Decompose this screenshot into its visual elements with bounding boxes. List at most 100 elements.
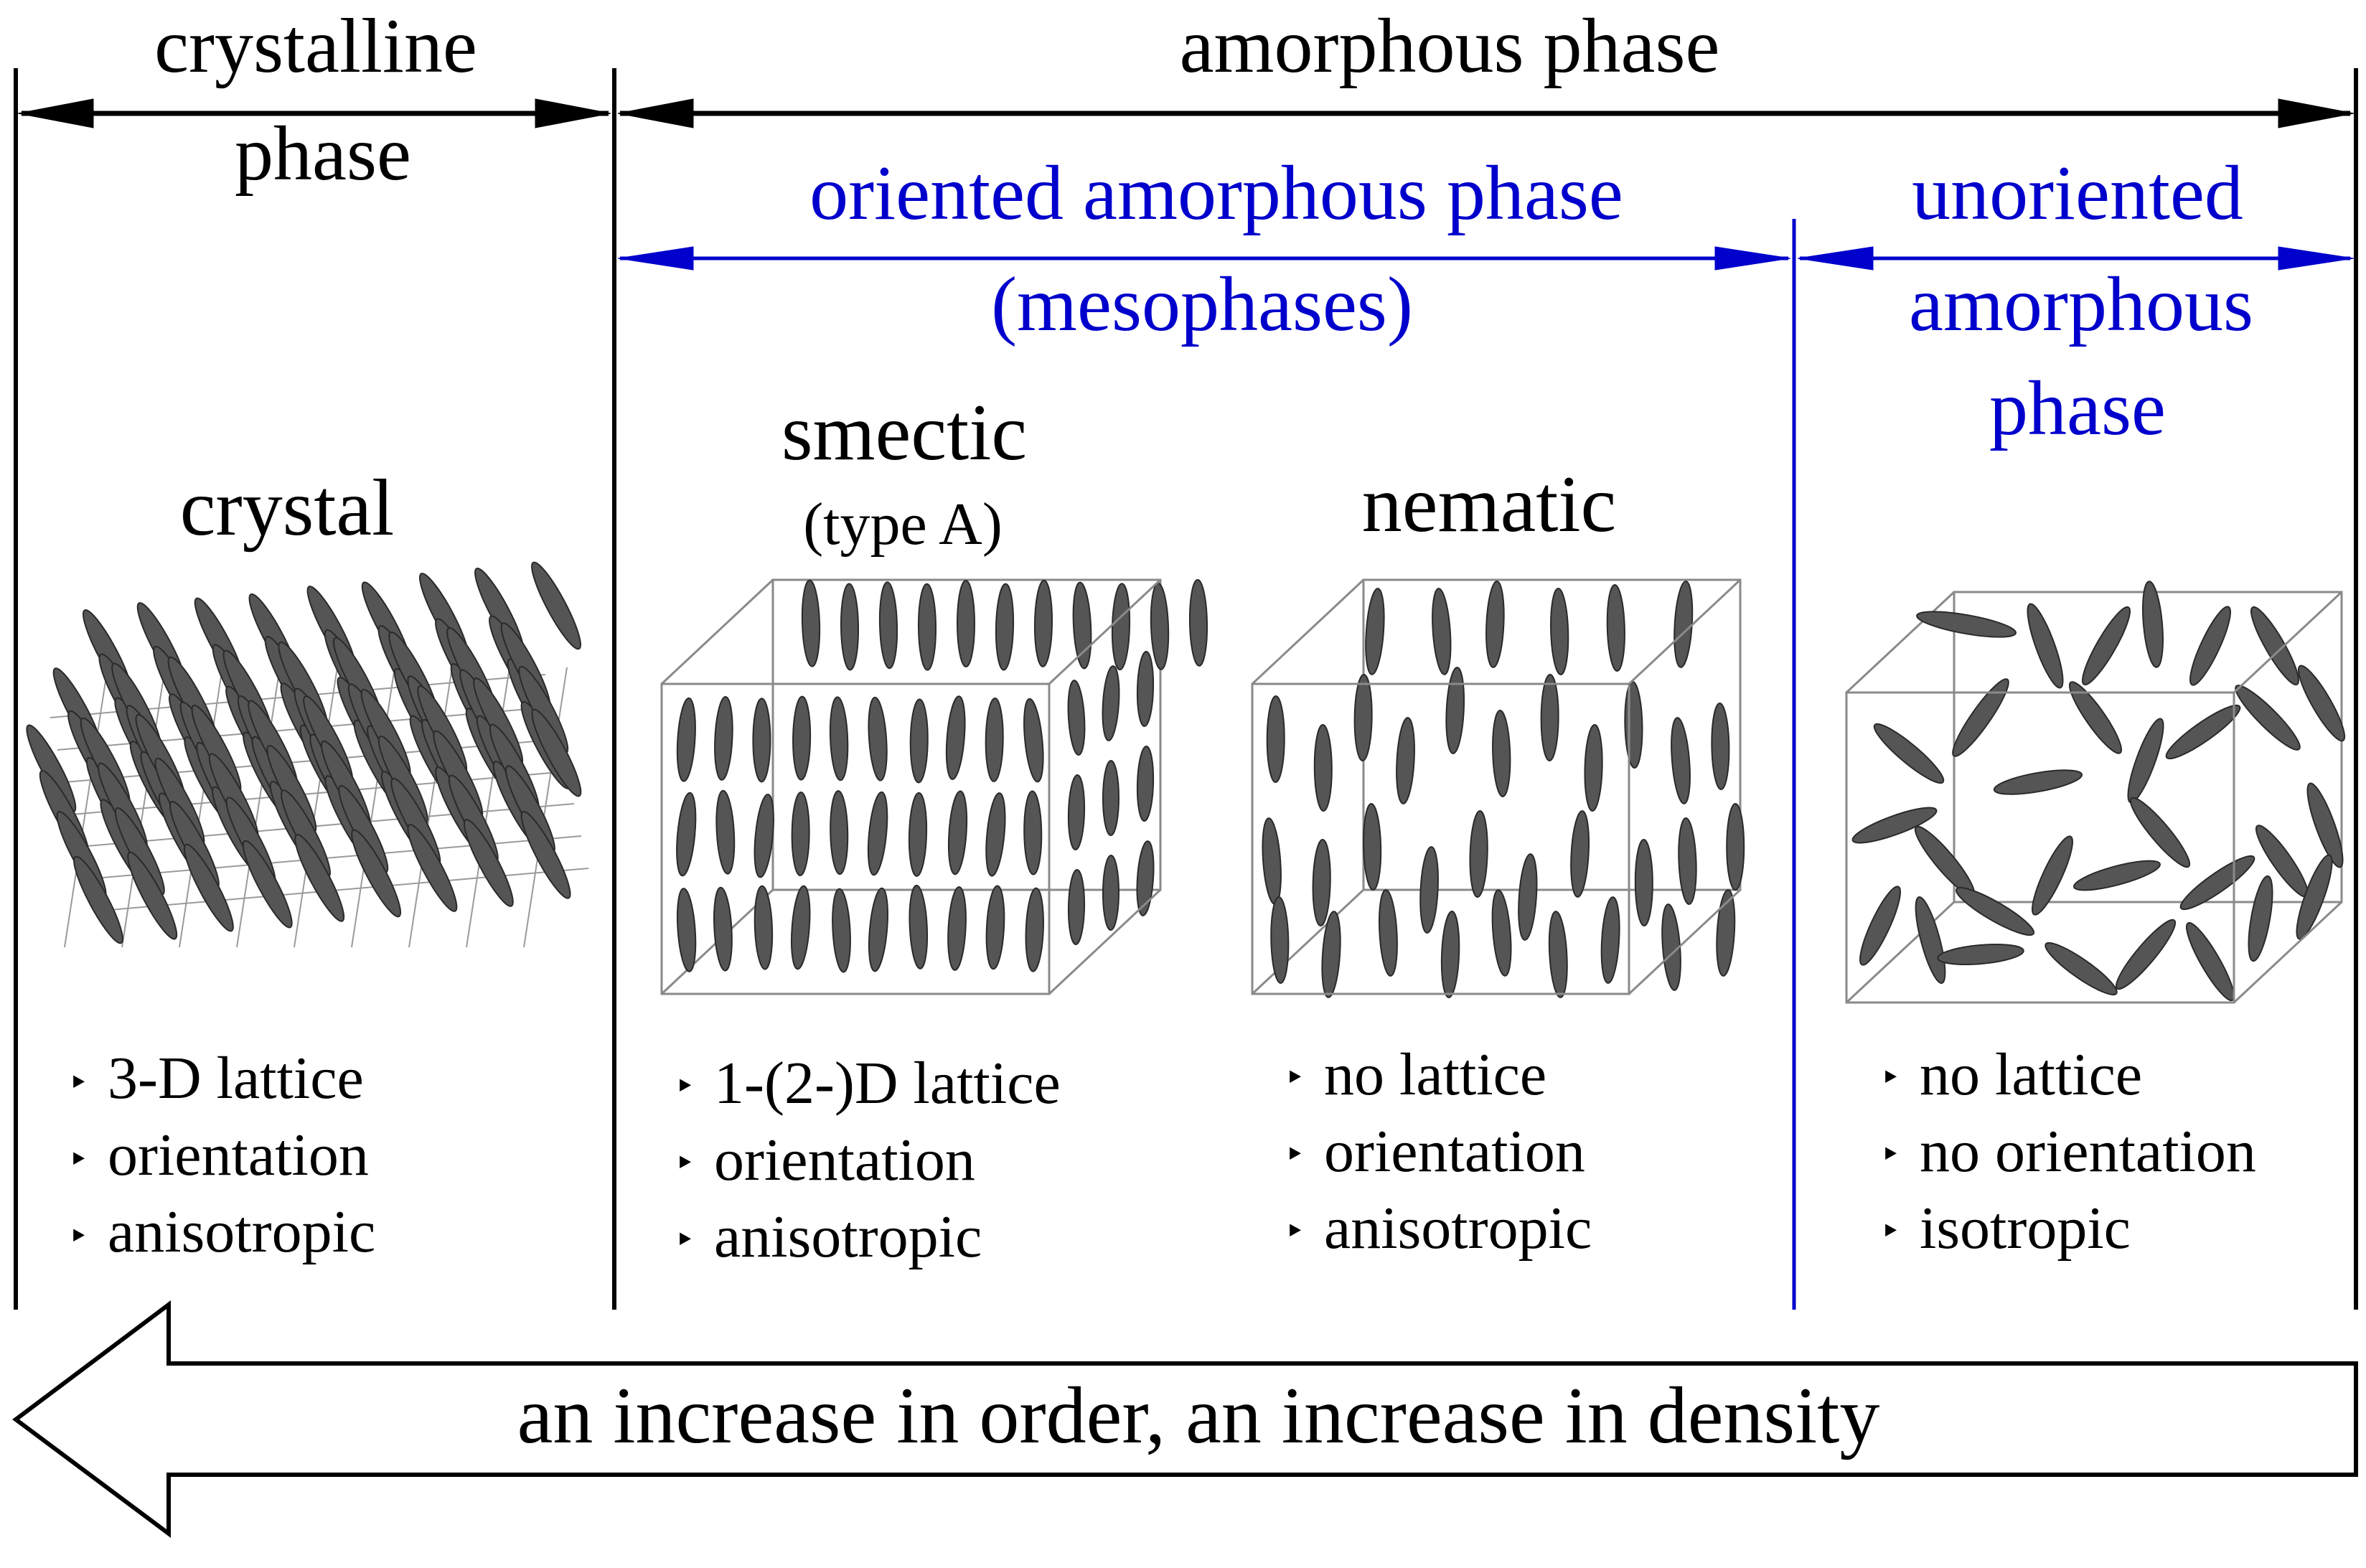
molecule-ellipse <box>1711 703 1730 790</box>
molecule-ellipse <box>520 811 571 899</box>
molecule-ellipse <box>1600 896 1620 984</box>
oriented-phase-label-line2: (mesophases) <box>991 262 1413 347</box>
molecule-ellipse <box>1916 611 2017 638</box>
molecule-ellipse <box>1873 723 1945 784</box>
smectic-prop-2: orientation <box>714 1127 975 1193</box>
unoriented-phase-label-line3: phase <box>1989 366 2166 451</box>
molecule-ellipse <box>1624 681 1643 769</box>
box-edge <box>1048 888 1162 995</box>
molecule-ellipse <box>1072 581 1092 670</box>
molecule-ellipse <box>1023 698 1044 783</box>
molecule-ellipse <box>1952 678 2009 757</box>
molecule-ellipse <box>1313 724 1333 812</box>
molecule-ellipse <box>127 851 178 940</box>
molecule-ellipse <box>1136 651 1155 727</box>
bullet-icon: ‣ <box>675 1068 695 1106</box>
molecule-ellipse <box>754 885 774 970</box>
molecule-ellipse <box>1270 896 1290 984</box>
molecule-ellipse <box>1937 944 2024 965</box>
molecule-ellipse <box>2045 942 2118 996</box>
molecule-ellipse <box>183 843 234 932</box>
molecule-ellipse <box>1915 896 1946 984</box>
lattice-line <box>85 835 582 880</box>
molecule-ellipse <box>2250 606 2299 686</box>
molecule-ellipse <box>868 696 888 781</box>
molecule-ellipse <box>2165 704 2241 760</box>
box-edge <box>2233 591 2343 694</box>
bullet-icon: ‣ <box>1285 1136 1305 1174</box>
isotropic-properties: ‣ no lattice ‣ no orientation ‣ isotropi… <box>1880 1041 2256 1262</box>
molecule-ellipse <box>1312 839 1331 926</box>
isotropic-prop-1: no lattice <box>1920 1041 2142 1108</box>
molecule-ellipse <box>1955 887 2035 936</box>
molecule-ellipse <box>1445 667 1465 754</box>
amorphous-span-arrow <box>617 98 2355 128</box>
crystalline-label-line2: phase <box>235 111 411 197</box>
bullet-icon: ‣ <box>1880 1136 1900 1174</box>
box-edge <box>1251 578 1365 685</box>
crystal-prop-3: anisotropic <box>108 1198 375 1265</box>
nematic-title: nematic <box>1362 460 1616 549</box>
molecule-ellipse <box>676 697 696 782</box>
molecule-ellipse <box>1321 911 1341 998</box>
molecule-ellipse <box>1678 817 1697 905</box>
molecule-ellipse <box>531 708 582 797</box>
molecule-ellipse <box>2073 860 2161 891</box>
molecule-ellipse <box>1726 803 1745 891</box>
molecule-ellipse <box>878 581 898 670</box>
smectic-properties: ‣ 1-(2-)D lattice ‣ orientation ‣ anisot… <box>675 1050 1061 1270</box>
molecule-ellipse <box>956 580 976 668</box>
lattice-line <box>71 771 568 815</box>
molecule-ellipse <box>1485 581 1505 668</box>
bullet-icon: ‣ <box>68 1064 88 1102</box>
crystal-prop-2: orientation <box>108 1122 369 1188</box>
molecule-ellipse <box>832 888 851 973</box>
crystalline-label-line1: crystalline <box>154 4 477 89</box>
molecule-ellipse <box>868 887 888 972</box>
molecule-ellipse <box>1136 746 1155 822</box>
smectic-box-illustration <box>660 578 1208 995</box>
crystal-properties: ‣ 3-D lattice ‣ orientation ‣ anisotropi… <box>68 1045 375 1265</box>
molecule-ellipse <box>676 888 697 972</box>
molecule-ellipse <box>2296 854 2333 940</box>
crystalline-span-arrow <box>17 98 611 128</box>
box-edge <box>1628 888 1742 995</box>
molecule-ellipse <box>1548 911 1568 998</box>
molecule-ellipse <box>1671 717 1691 804</box>
molecule-ellipse <box>2032 835 2073 916</box>
bullet-icon: ‣ <box>1285 1213 1305 1251</box>
molecule-ellipse <box>2068 681 2123 754</box>
molecule-ellipse <box>714 695 733 781</box>
molecule-ellipse <box>1379 889 1398 977</box>
smectic-title: smectic <box>781 388 1027 477</box>
molecule-ellipse <box>754 793 774 878</box>
bullet-icon: ‣ <box>68 1141 88 1179</box>
molecule-ellipse <box>1067 869 1086 945</box>
oriented-phase-label-line1: oriented amorphous phase <box>809 151 1623 236</box>
molecule-ellipse <box>829 696 849 781</box>
box-edge <box>1048 578 1162 685</box>
lattice-line <box>64 667 108 948</box>
molecule-ellipse <box>294 833 345 922</box>
molecule-ellipse <box>1033 579 1053 667</box>
molecule-ellipse <box>1067 774 1086 850</box>
molecule-ellipse <box>1353 674 1373 761</box>
isotropic-prop-3: isotropic <box>1920 1195 2131 1262</box>
molecule-ellipse <box>1859 886 1901 966</box>
molecule-ellipse <box>947 886 967 971</box>
lattice-line <box>236 667 281 948</box>
molecule-ellipse <box>791 791 810 876</box>
molecule-ellipse <box>1396 717 1415 804</box>
molecule-ellipse <box>1518 853 1538 941</box>
molecule-ellipse <box>531 561 581 650</box>
molecule-ellipse <box>791 885 811 970</box>
molecule-ellipse <box>1111 583 1131 671</box>
molecule-ellipse <box>1851 807 1938 844</box>
molecule-ellipse <box>2115 919 2177 990</box>
nematic-box-illustration <box>1251 578 1745 998</box>
molecule-ellipse <box>463 819 514 907</box>
molecule-ellipse <box>1102 665 1120 741</box>
box-front-face <box>660 682 1051 995</box>
molecule-ellipse <box>752 698 771 783</box>
molecule-ellipse <box>1491 889 1512 977</box>
